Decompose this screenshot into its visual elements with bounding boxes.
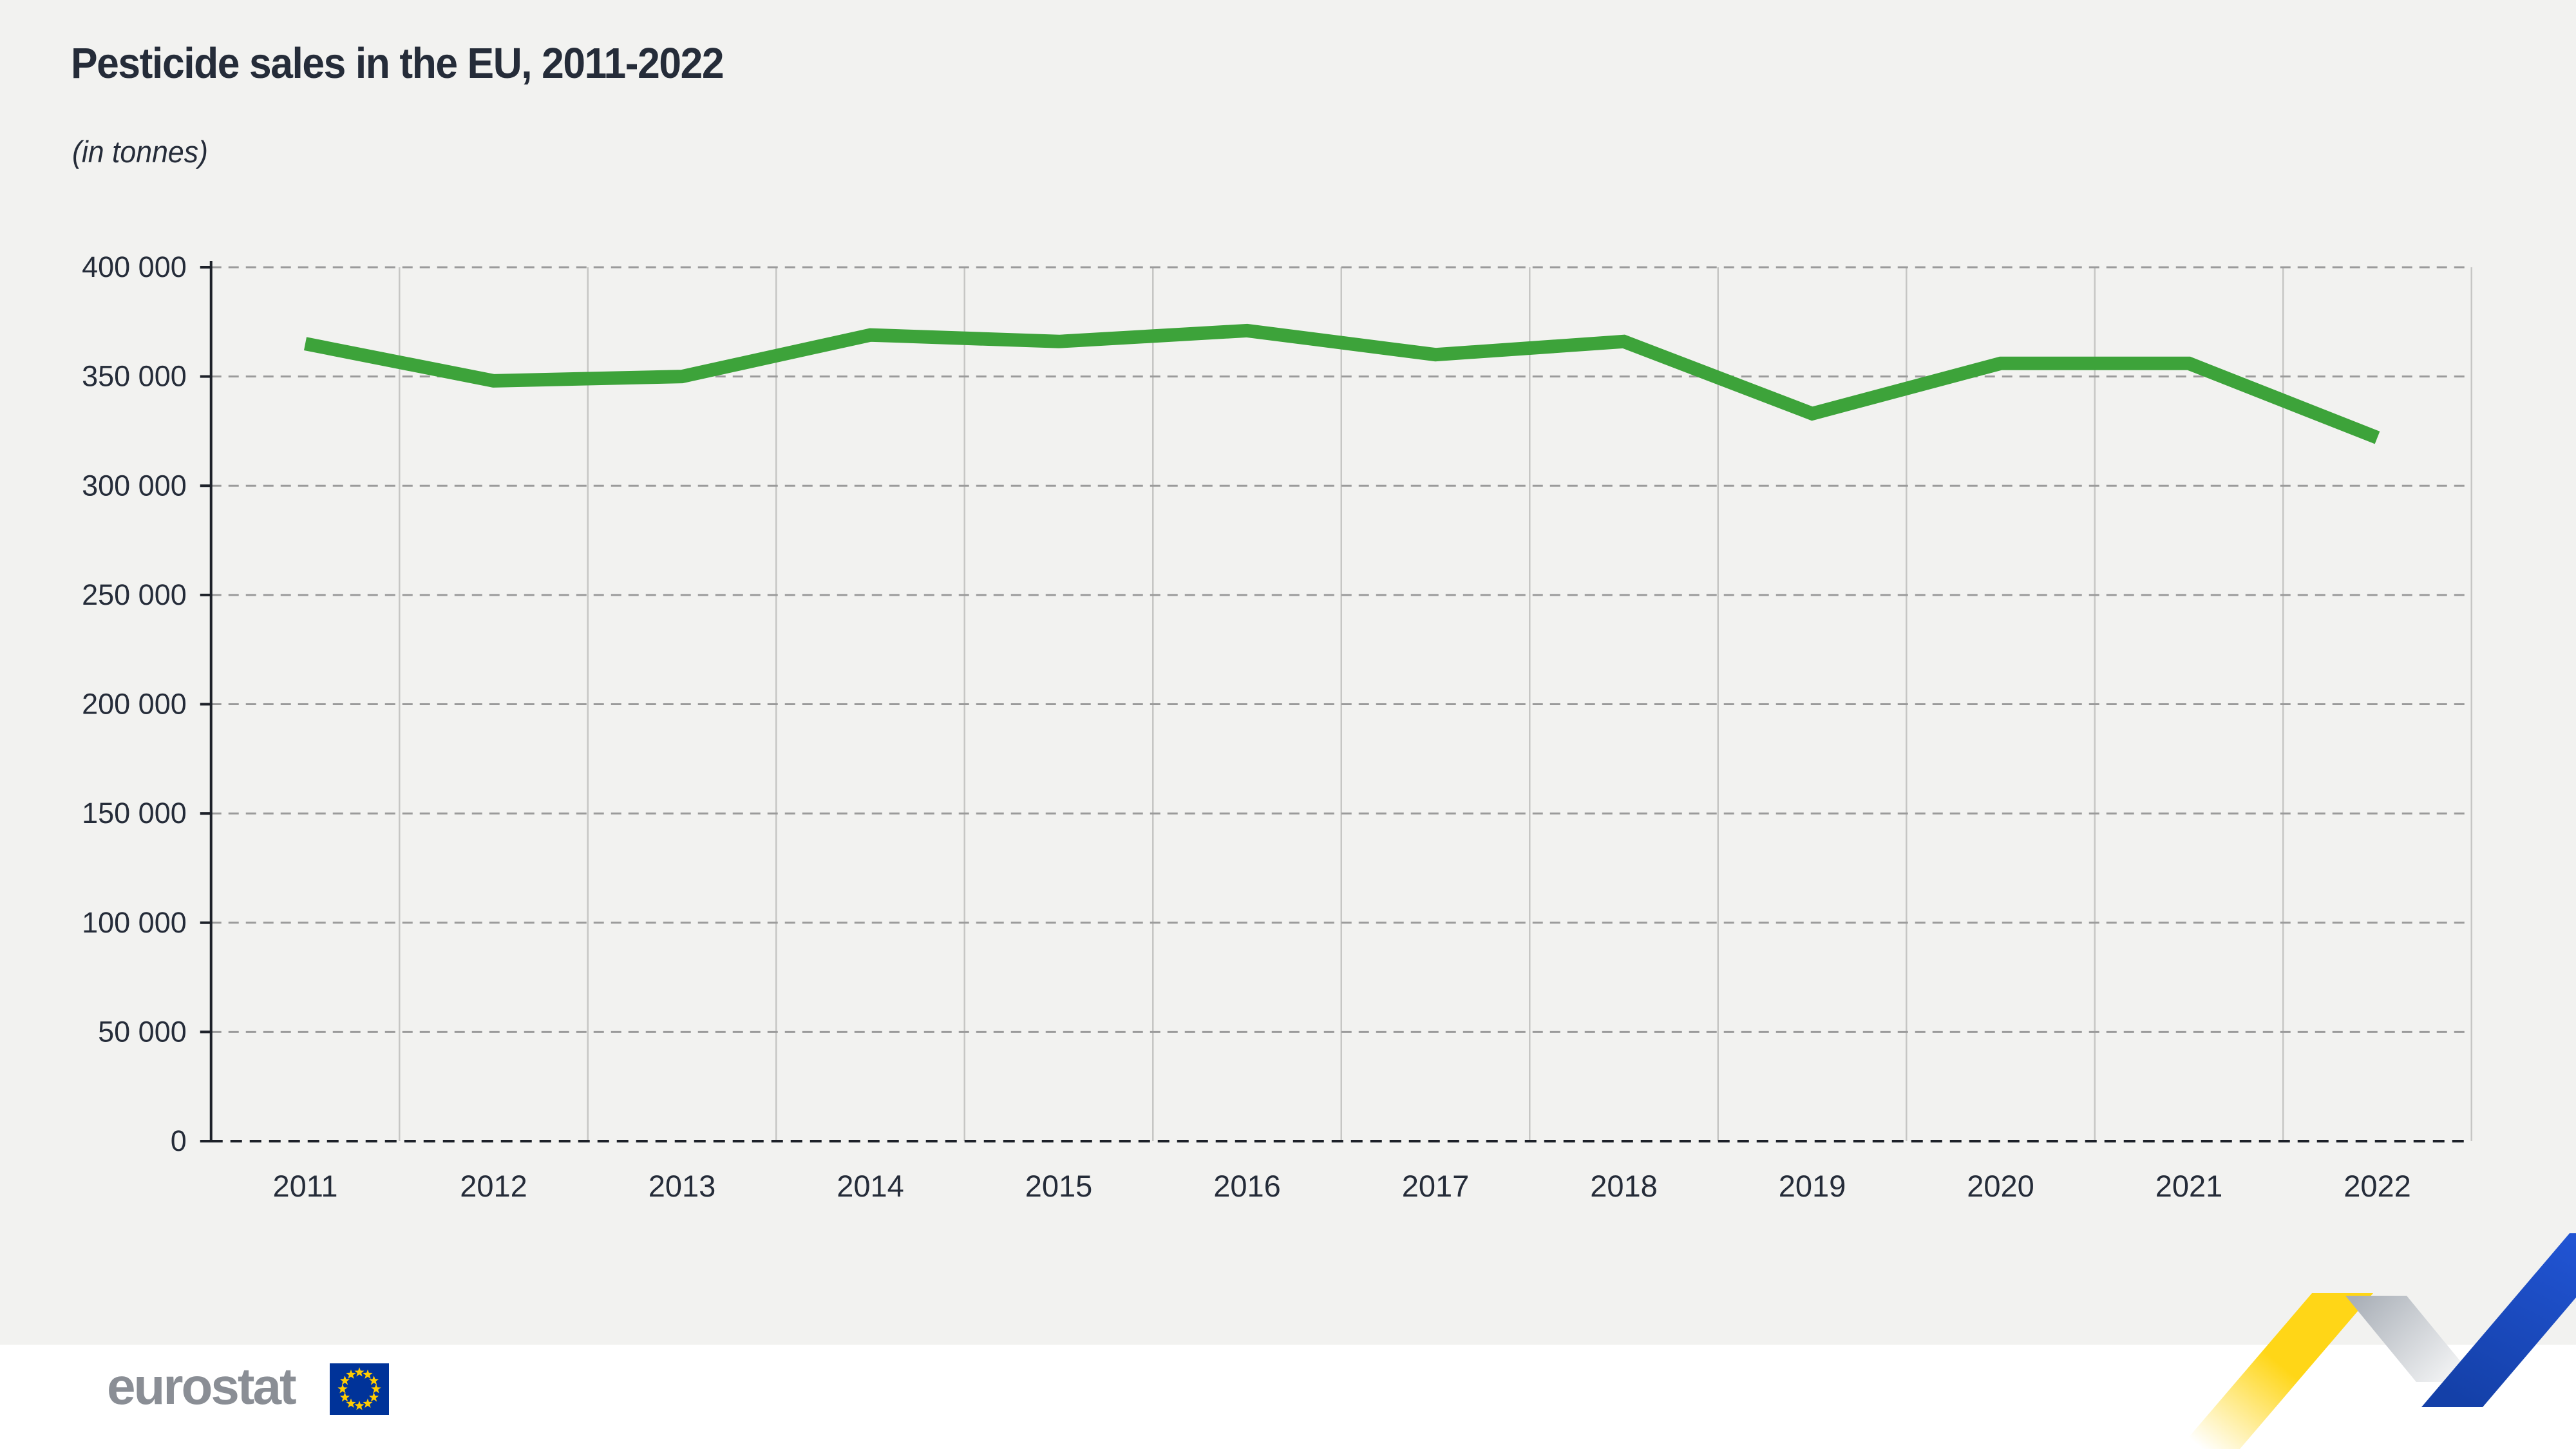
y-axis-label: 300 000 [82, 469, 187, 502]
pesticide-sales-line [303, 323, 2380, 444]
y-axis-label: 0 [171, 1124, 187, 1157]
x-axis-label: 2016 [1213, 1169, 1281, 1203]
ribbon-gray-band [2345, 1296, 2477, 1382]
y-axis-label: 200 000 [82, 688, 187, 721]
decoration-ribbon [2179, 1233, 2576, 1449]
x-axis-label: 2019 [1779, 1169, 1846, 1203]
x-axis-label: 2022 [2344, 1169, 2411, 1203]
eu-flag-icon [330, 1363, 389, 1415]
flag-star [346, 1398, 356, 1408]
ribbon-yellow-band [2179, 1293, 2373, 1449]
page-title: Pesticide sales in the EU, 2011-2022 [71, 39, 724, 88]
flag-star [339, 1392, 350, 1402]
y-axis-label: 50 000 [98, 1015, 187, 1048]
x-axis-label: 2014 [837, 1169, 904, 1203]
y-axis-label: 350 000 [82, 360, 187, 393]
flag-star [368, 1392, 379, 1402]
flag-star [339, 1376, 350, 1385]
flag-star [354, 1367, 365, 1377]
y-axis-label: 250 000 [82, 578, 187, 611]
x-axis-label: 2015 [1025, 1169, 1093, 1203]
flag-star [363, 1398, 373, 1408]
flag-star [371, 1384, 381, 1394]
flag-star [363, 1369, 373, 1379]
flag-star [368, 1376, 379, 1385]
ribbon-blue-band [2421, 1233, 2576, 1407]
x-axis-label: 2017 [1402, 1169, 1470, 1203]
y-axis-label: 100 000 [82, 906, 187, 939]
y-axis-label: 400 000 [82, 251, 187, 283]
page-subtitle: (in tonnes) [72, 135, 208, 169]
x-axis-label: 2011 [272, 1169, 337, 1203]
flag-star [354, 1401, 365, 1410]
eurostat-logo: eurostat [107, 1358, 297, 1416]
x-axis-label: 2021 [2155, 1169, 2223, 1203]
x-axis-label: 2018 [1590, 1169, 1658, 1203]
chart-plot-area: 0 50 000 100 000 150 000 200 000 250 000 300 0… [82, 251, 2472, 1203]
x-axis-label: 2013 [649, 1169, 716, 1203]
eurostat-logo-text: eurostat [107, 1358, 297, 1415]
flag-star [337, 1384, 348, 1394]
y-axis-label: 150 000 [82, 797, 187, 829]
x-axis-label: 2020 [1967, 1169, 2034, 1203]
footer-band [0, 1345, 2576, 1449]
x-axis-label: 2012 [460, 1169, 527, 1203]
flag-star [346, 1369, 356, 1379]
